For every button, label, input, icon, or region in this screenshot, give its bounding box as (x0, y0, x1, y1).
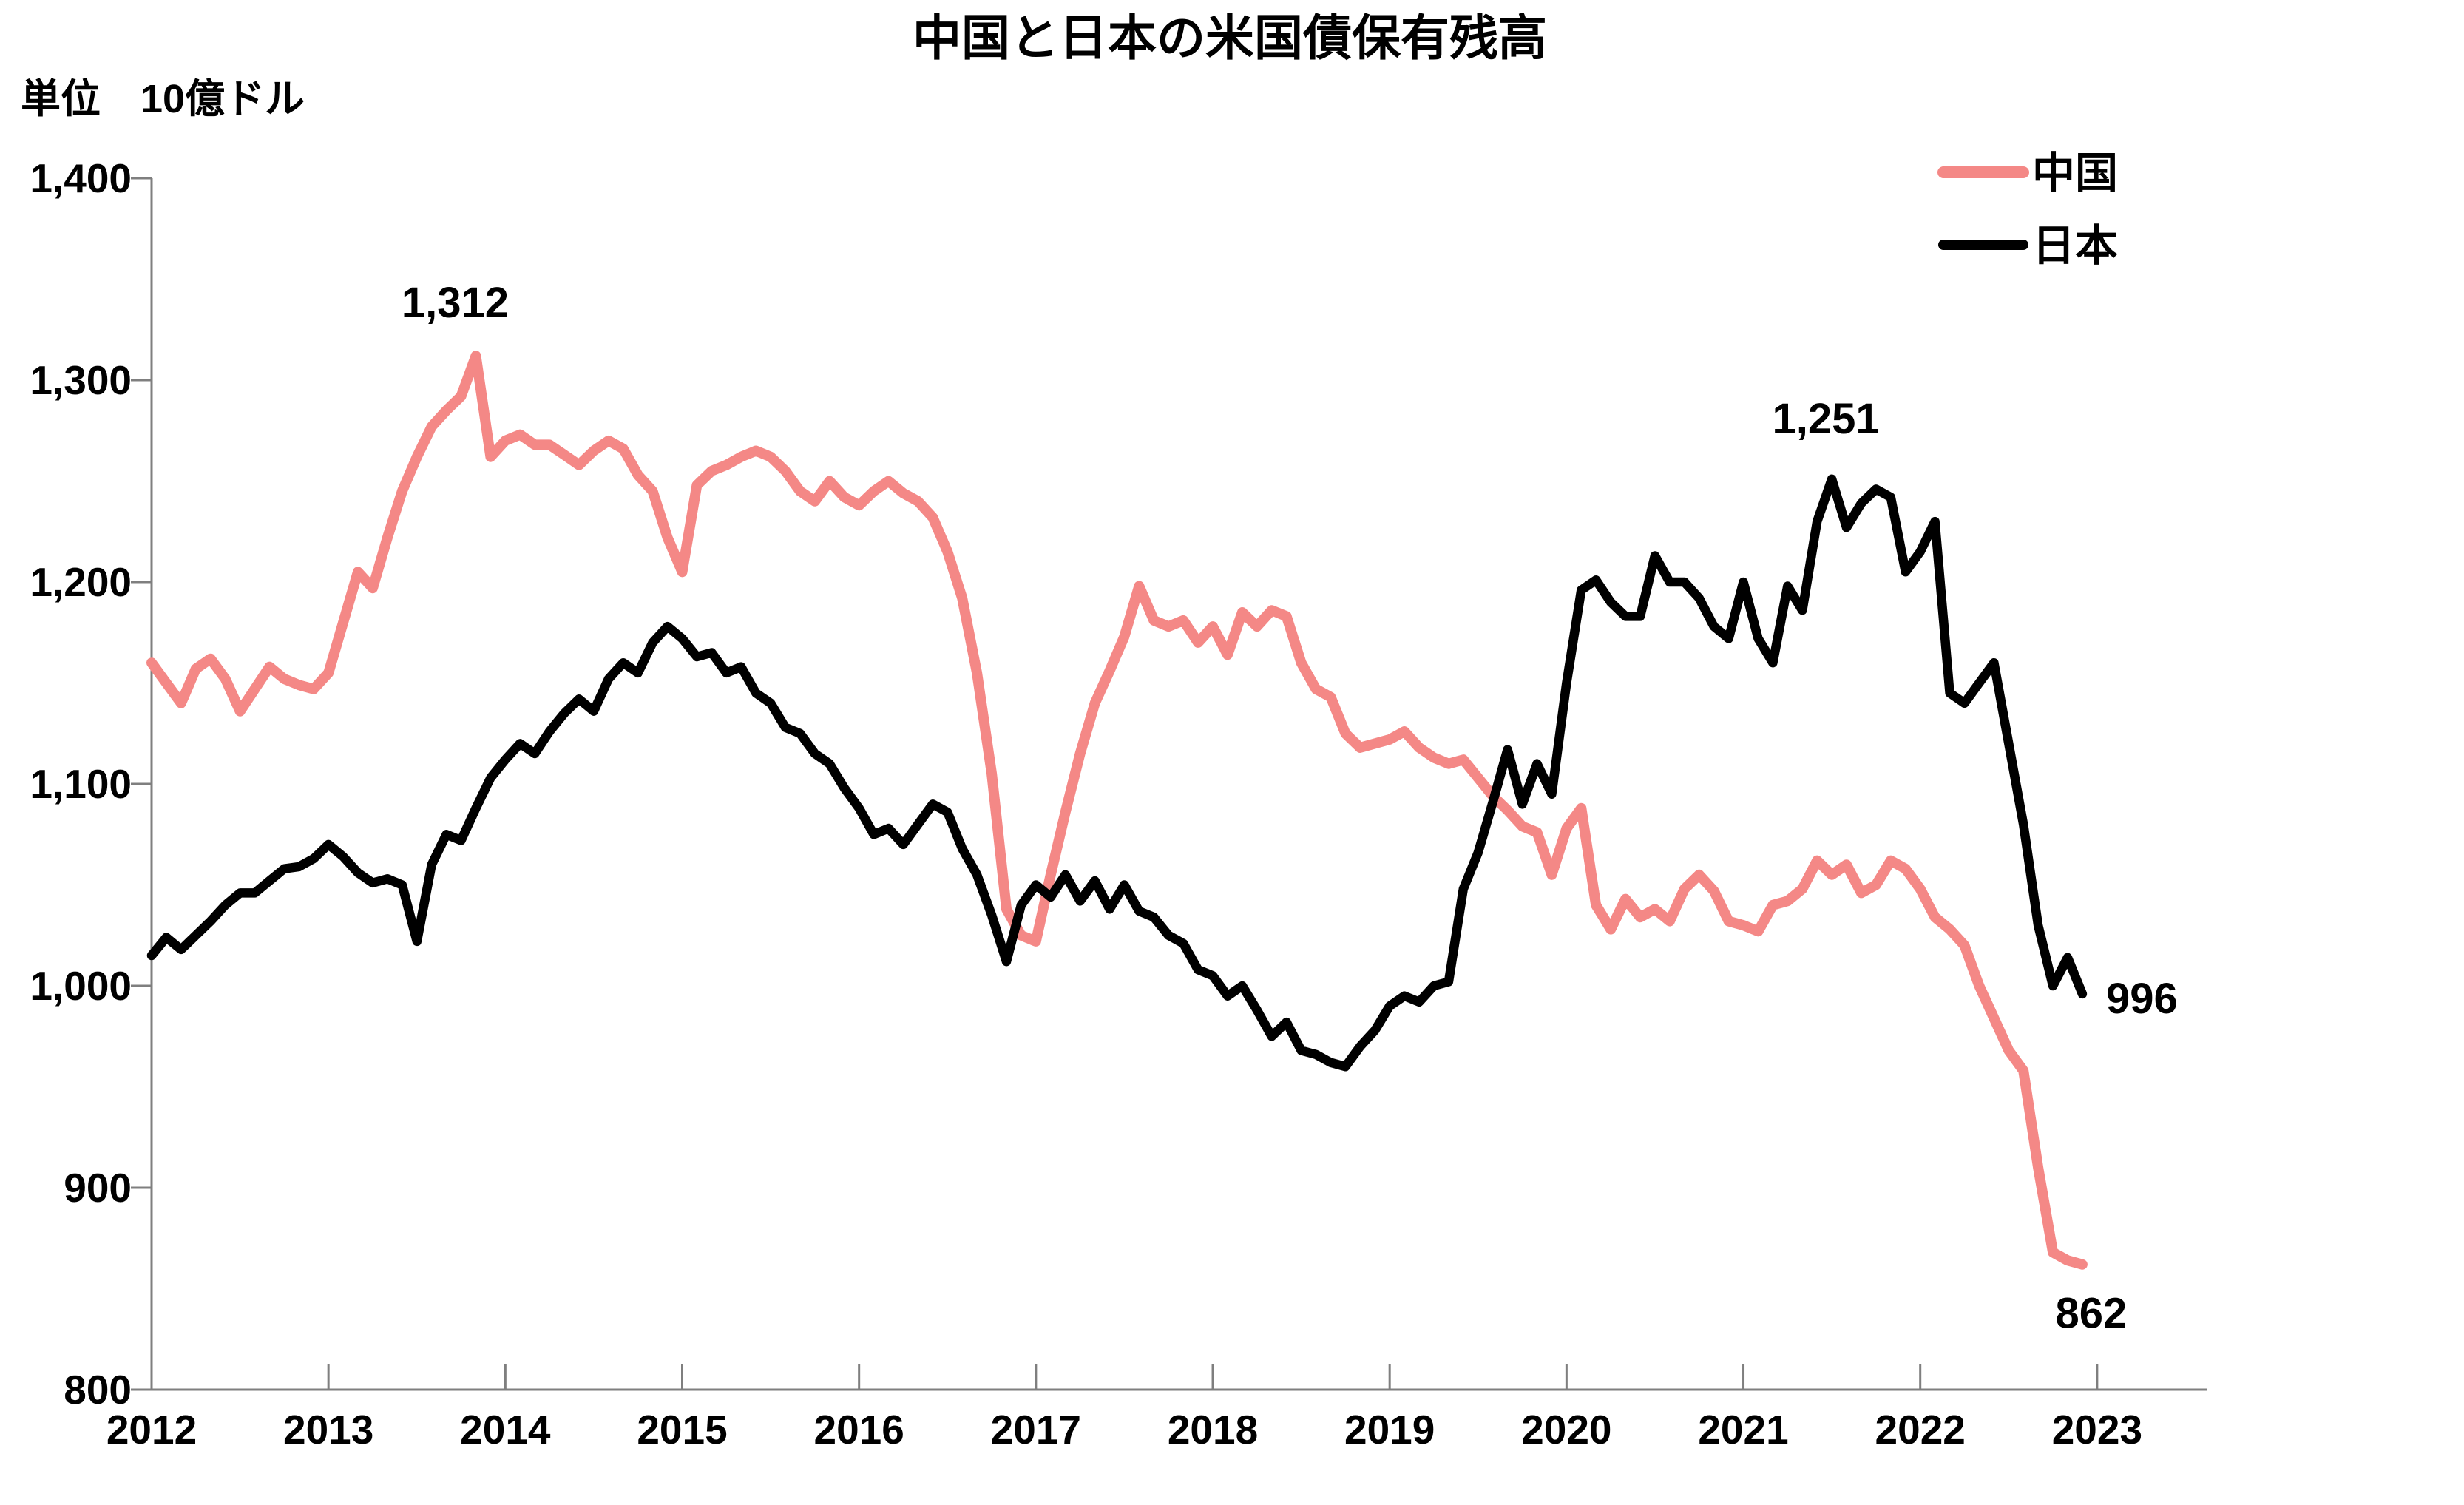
series-line-japan (146, 474, 2088, 1072)
x-tick-label: 2020 (1521, 1407, 1611, 1452)
series-line-china (146, 351, 2088, 1270)
series-lines (146, 351, 2088, 1270)
x-tick-label: 2014 (460, 1407, 551, 1452)
x-tick-label: 2018 (1168, 1407, 1258, 1452)
annotation-996: 996 (2106, 975, 2178, 1023)
legend-label-china: 中国 (2032, 149, 2118, 197)
x-tick-label: 2023 (2052, 1407, 2142, 1452)
x-tick-label: 2012 (106, 1407, 197, 1452)
x-tick-label: 2015 (637, 1407, 727, 1452)
y-tick-label: 1,300 (30, 357, 132, 403)
y-tick-label: 800 (64, 1367, 132, 1413)
x-tick-label: 2017 (991, 1407, 1081, 1452)
y-tick-label: 1,000 (30, 963, 132, 1009)
annotations: 1,312 1,251 996 862 (402, 279, 2178, 1338)
annotation-1312: 1,312 (402, 279, 509, 327)
x-tick-label: 2022 (1875, 1407, 1966, 1452)
annotation-1251: 1,251 (1773, 395, 1880, 443)
x-tick-label: 2013 (283, 1407, 373, 1452)
annotation-862: 862 (2056, 1290, 2128, 1338)
y-tick-label: 1,100 (30, 761, 132, 807)
unit-label: 単位 10億ドル (21, 77, 305, 121)
y-tick-label: 1,400 (30, 155, 132, 201)
y-tick-label: 900 (64, 1165, 132, 1211)
x-tick-label: 2016 (814, 1407, 904, 1452)
y-tick-label: 1,200 (30, 559, 132, 605)
x-tick-label: 2021 (1698, 1407, 1788, 1452)
x-tick-label: 2019 (1344, 1407, 1435, 1452)
legend-label-japan: 日本 (2032, 222, 2118, 270)
chart-title: 中国と日本の米国債保有残高 (913, 10, 1547, 65)
